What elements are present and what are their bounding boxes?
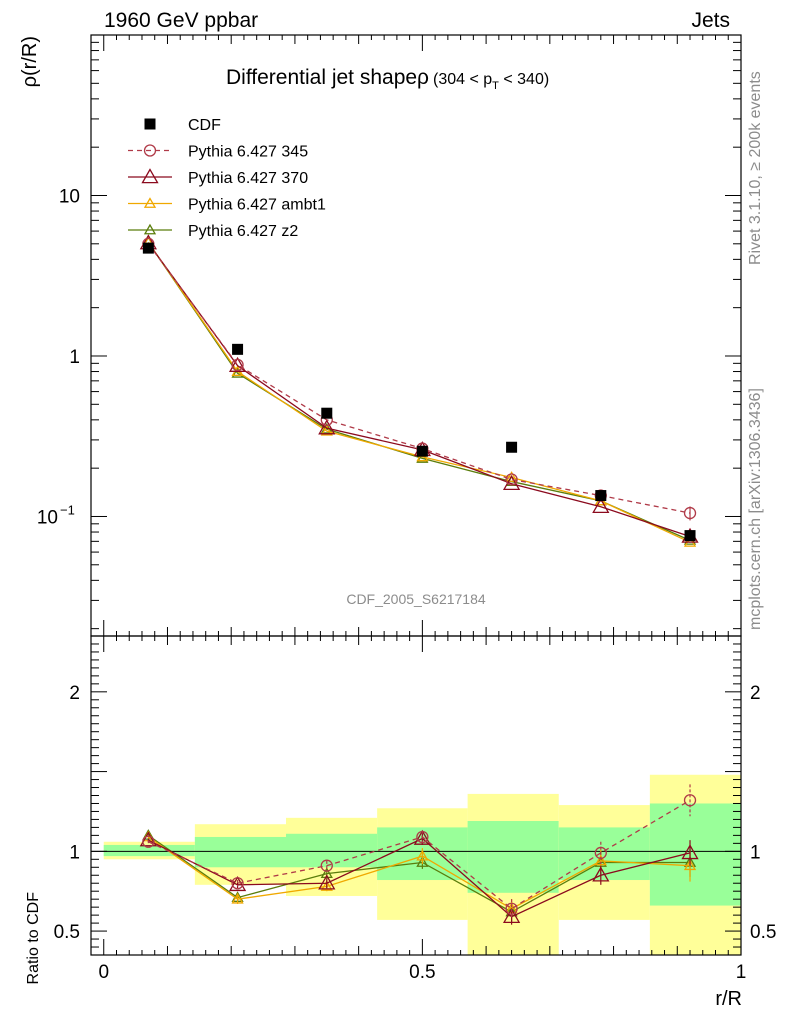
main-y-tick-label: 10	[59, 186, 80, 207]
ratio-data-point	[413, 829, 431, 845]
title-subscript: T	[492, 80, 499, 92]
ratio-band-inner	[286, 833, 378, 868]
main-data-point	[321, 407, 333, 419]
ratio-panel: 0 0.5 12 21 10.5 0.5	[54, 620, 776, 983]
ratio-data-point	[681, 844, 699, 860]
main-data-point	[318, 419, 336, 435]
main-y-tick-exponent: −1	[60, 502, 75, 517]
ratio-band-inner	[194, 836, 286, 868]
title-range: (304 < p	[433, 71, 492, 88]
legend-marker	[143, 223, 157, 235]
main-data-point	[592, 497, 610, 514]
ratio-data-point	[594, 846, 607, 860]
main-plot-title: Differential jet shapeρ (304 < pT < 340)	[226, 66, 549, 92]
title-range-end: < 340)	[499, 71, 549, 88]
x-tick-label: 0.5	[409, 962, 435, 983]
ratio-data-point	[320, 880, 333, 891]
header-left: 1960 GeV ppbar	[104, 9, 258, 32]
legend-label: Pythia 6.427 ambt1	[188, 197, 326, 214]
main-y-tick-label: 1	[69, 347, 80, 368]
x-axis-label: r/R	[715, 988, 742, 1010]
ratio-y-tick-label-right: 2	[750, 683, 761, 704]
ratio-y-axis-label: Ratio to CDF	[25, 892, 42, 985]
ratio-data-point	[320, 867, 333, 879]
header-right: Jets	[691, 9, 730, 32]
main-series-line	[147, 242, 691, 543]
ratio-data-point	[683, 859, 697, 871]
ratio-data-point	[505, 902, 518, 915]
main-series-line	[147, 242, 691, 541]
side-label-mcplots: mcplots.cern.ch [arXiv:1306.3436]	[747, 388, 764, 630]
ratio-y-tick-label: 2	[69, 683, 80, 704]
main-data-point	[505, 473, 518, 486]
main-data-point	[595, 490, 607, 502]
ratio-data-point	[142, 835, 155, 848]
legend-marker	[143, 144, 157, 157]
ratio-data-point	[683, 794, 697, 807]
analysis-watermark: CDF_2005_S6217184	[346, 591, 486, 607]
ratio-data-point	[231, 877, 244, 890]
main-data-point	[320, 424, 333, 436]
ratio-y-tick-label: 1	[69, 842, 80, 863]
main-data-point	[506, 441, 518, 453]
legend-label: Pythia 6.427 z2	[188, 223, 298, 240]
ratio-data-point	[320, 859, 333, 872]
main-data-point	[232, 343, 244, 355]
main-y-tick-label: 10	[37, 507, 58, 528]
ratio-data-point	[416, 849, 429, 861]
legend-marker	[143, 197, 157, 208]
ratio-data-point	[139, 831, 157, 847]
ratio-data-point	[502, 907, 521, 923]
x-tick-label: 0	[98, 962, 109, 983]
ratio-data-point	[231, 892, 244, 904]
ratio-data-point	[416, 856, 429, 867]
ratio-data-point	[592, 866, 610, 882]
ratio-data-point	[318, 874, 336, 890]
ratio-data-point	[594, 854, 607, 866]
title-main: Differential jet shapeρ	[226, 66, 429, 89]
legend-label: Pythia 6.427 345	[188, 144, 308, 161]
legend-marker	[141, 168, 159, 184]
main-data-point	[142, 242, 154, 254]
main-series-line	[147, 242, 691, 538]
main-data-point	[684, 530, 696, 542]
ratio-y-tick-label-right: 0.5	[750, 922, 776, 943]
ratio-band-inner	[558, 827, 650, 881]
main-series-line	[147, 243, 691, 514]
main-data-point	[231, 358, 244, 372]
ratio-data-point	[228, 876, 247, 892]
ratio-y-tick-label: 0.5	[54, 922, 80, 943]
legend: CDF Pythia 6.427 345 Pythia 6.427 370 Pythi…	[128, 117, 326, 240]
main-y-axis-label: ρ(r/R)	[19, 36, 41, 87]
legend-label: CDF	[188, 117, 221, 134]
main-data-point	[505, 471, 518, 482]
main-data-point	[228, 356, 247, 372]
legend-marker	[144, 118, 156, 130]
x-tick-label: 1	[736, 962, 747, 983]
ratio-data-point	[416, 830, 429, 844]
legend-label: Pythia 6.427 370	[188, 170, 308, 187]
ratio-band-inner	[103, 844, 195, 857]
ratio-y-tick-label-right: 1	[750, 842, 761, 863]
main-data-point	[416, 445, 428, 457]
side-label-rivet: Rivet 3.1.10, ≥ 200k events	[747, 71, 764, 265]
ratio-band-inner	[467, 821, 559, 893]
